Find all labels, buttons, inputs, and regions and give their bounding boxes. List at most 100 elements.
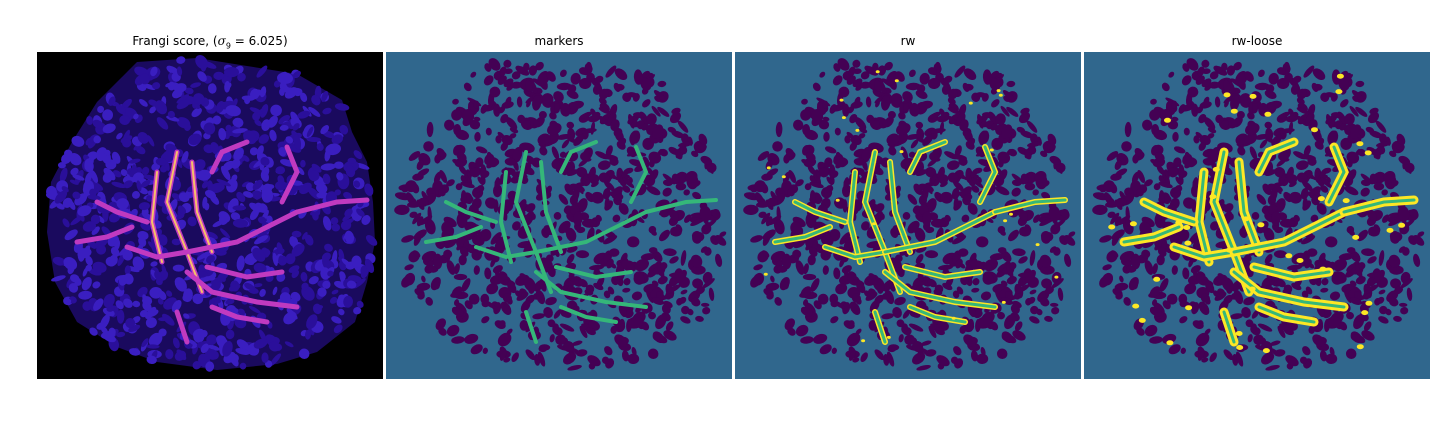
speck bbox=[1311, 127, 1318, 133]
speck bbox=[839, 98, 844, 102]
speck bbox=[968, 101, 973, 105]
speck bbox=[1356, 141, 1364, 147]
speck bbox=[835, 198, 840, 202]
vessel bbox=[883, 210, 997, 254]
frangi-panel-title: Frangi score, (σ9 = 6.025) bbox=[37, 34, 383, 50]
vessel bbox=[1252, 265, 1331, 279]
speck bbox=[763, 272, 768, 276]
speck bbox=[1336, 73, 1344, 79]
vessel bbox=[863, 150, 902, 294]
vessel bbox=[554, 265, 633, 280]
speck bbox=[1236, 345, 1244, 350]
speck bbox=[886, 335, 891, 339]
rw-svg bbox=[735, 52, 1081, 379]
speck bbox=[1386, 227, 1394, 233]
vessel bbox=[513, 150, 553, 294]
vessel bbox=[978, 145, 997, 204]
vessel bbox=[873, 310, 887, 344]
speck bbox=[951, 316, 956, 320]
vessel bbox=[74, 224, 135, 245]
vessel bbox=[1257, 305, 1316, 324]
speck bbox=[1138, 317, 1146, 323]
rw-panel-title: rw bbox=[900, 34, 916, 48]
vessel bbox=[823, 245, 887, 259]
speck bbox=[1242, 216, 1250, 222]
frangi-title-tail: = 6.025) bbox=[230, 34, 288, 48]
speck bbox=[855, 128, 860, 132]
vessel bbox=[534, 210, 648, 254]
frangi-title-sigma: σ bbox=[217, 34, 226, 48]
speck bbox=[1285, 253, 1293, 259]
speck bbox=[996, 89, 1001, 93]
speck bbox=[1365, 300, 1373, 306]
vessel bbox=[1232, 210, 1346, 254]
speck bbox=[1264, 111, 1272, 117]
vessel bbox=[1172, 245, 1236, 259]
vessel bbox=[1197, 170, 1211, 264]
vessel bbox=[1327, 145, 1346, 204]
vessel-segments bbox=[74, 139, 370, 345]
speck bbox=[1342, 198, 1350, 204]
speck bbox=[899, 150, 904, 154]
speck bbox=[1262, 348, 1270, 354]
speck bbox=[1235, 331, 1243, 336]
vessel bbox=[539, 160, 563, 254]
speck bbox=[1352, 234, 1360, 240]
vessel bbox=[204, 264, 285, 280]
speck bbox=[1248, 286, 1256, 292]
vessel bbox=[444, 200, 498, 224]
vessel bbox=[209, 304, 270, 325]
speck bbox=[766, 166, 771, 170]
markers-panel-title: markers bbox=[534, 34, 584, 48]
speck bbox=[1249, 93, 1257, 99]
speck bbox=[1361, 310, 1369, 316]
vessel bbox=[1257, 140, 1296, 174]
speck bbox=[1356, 344, 1364, 350]
speck bbox=[1184, 240, 1192, 246]
speck bbox=[1054, 275, 1059, 279]
speck bbox=[894, 79, 899, 83]
vessel-segments bbox=[1108, 73, 1419, 354]
speck bbox=[1153, 276, 1161, 282]
speck bbox=[1223, 92, 1231, 98]
speck bbox=[1335, 89, 1343, 95]
rw-loose-image bbox=[1084, 52, 1430, 379]
vessel bbox=[174, 309, 190, 345]
speck bbox=[875, 70, 880, 74]
frangi-score-image bbox=[37, 52, 383, 379]
vessel-segments bbox=[424, 140, 718, 344]
vessel bbox=[209, 139, 250, 175]
speck bbox=[841, 116, 846, 120]
speck bbox=[1225, 247, 1233, 253]
speck bbox=[1009, 212, 1013, 216]
speck bbox=[1209, 194, 1217, 200]
vessel bbox=[1342, 198, 1416, 214]
vessel bbox=[184, 209, 300, 255]
vessel bbox=[524, 310, 538, 344]
vessel bbox=[294, 197, 370, 215]
vessel bbox=[888, 160, 912, 254]
speck bbox=[1035, 243, 1040, 247]
speck bbox=[1183, 225, 1191, 230]
vessel bbox=[124, 244, 190, 260]
vessel bbox=[474, 245, 538, 260]
speck bbox=[1398, 222, 1406, 228]
rw-image bbox=[735, 52, 1081, 379]
vessel bbox=[644, 198, 718, 214]
speck bbox=[1212, 166, 1220, 172]
frangi-title-text: Frangi score, ( bbox=[132, 34, 218, 48]
speck bbox=[1364, 150, 1372, 156]
rw-loose-svg bbox=[1084, 52, 1430, 379]
vessel bbox=[94, 199, 150, 225]
speck bbox=[872, 222, 876, 226]
speck bbox=[1108, 224, 1116, 230]
markers-image bbox=[386, 52, 732, 379]
rw-loose-panel-title: rw-loose bbox=[1231, 34, 1283, 48]
frangi-score-svg bbox=[37, 52, 383, 379]
vessel bbox=[184, 269, 300, 310]
vessel bbox=[993, 198, 1067, 214]
vessel bbox=[908, 305, 967, 324]
speck bbox=[781, 175, 786, 179]
speck bbox=[1166, 340, 1174, 346]
vessel bbox=[793, 200, 847, 224]
